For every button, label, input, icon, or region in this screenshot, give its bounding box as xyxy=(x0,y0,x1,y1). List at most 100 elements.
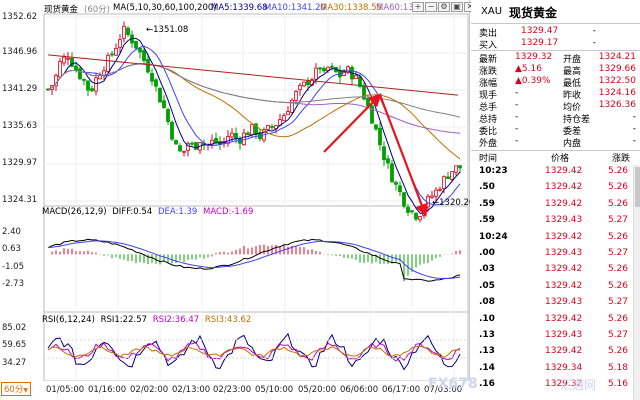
macd-tick: 0.63 xyxy=(2,244,21,254)
tick-time: .08 xyxy=(479,297,495,308)
stat-label: 委差 xyxy=(563,127,582,137)
macd-tick: -1.05 xyxy=(2,262,24,272)
tick-change: 5.16 xyxy=(607,379,628,390)
tick-scrollbar[interactable] xyxy=(633,165,640,400)
legend-ma5: MA5:1339.68 xyxy=(211,3,268,13)
candle-body xyxy=(386,158,390,164)
buy-row: 买入 1329.17 - xyxy=(471,38,640,51)
watermark: FX678 xyxy=(428,376,478,392)
rsi3-line xyxy=(47,345,461,359)
sell-extra: - xyxy=(592,26,596,36)
candle-body xyxy=(450,171,454,180)
candle-body xyxy=(82,78,86,81)
stat-label: 均价 xyxy=(563,103,582,113)
tick-row: 10:23 1329.42 5.26 xyxy=(471,166,640,180)
sell-value: 1329.47 xyxy=(521,26,559,36)
tick-change: 5.18 xyxy=(607,362,628,373)
tick-row: .03 1329.42 5.26 xyxy=(471,264,640,278)
stat-value: 1329.32 xyxy=(515,52,553,62)
tick-change: 5.26 xyxy=(607,231,628,242)
candle-body xyxy=(146,58,150,73)
low-annotation: ←1320.26 xyxy=(432,198,470,208)
candle-body xyxy=(186,143,190,151)
tick-time: .03 xyxy=(479,264,495,275)
candle-body xyxy=(126,27,130,35)
quote-row: 委比 - 委差 - xyxy=(471,124,640,137)
candle-body xyxy=(142,50,146,61)
sell-label: 卖出 xyxy=(479,29,498,39)
candle-body xyxy=(122,25,126,39)
stat-label: 外盘 xyxy=(479,139,498,149)
tick-change: 5.27 xyxy=(607,330,628,340)
stat-label: 总手 xyxy=(479,103,498,113)
tick-change: 5.27 xyxy=(607,297,628,308)
stat-label: 涨幅 xyxy=(479,79,498,89)
expand-icon[interactable]: ▣ xyxy=(451,2,463,12)
stat-label: 开盘 xyxy=(563,55,582,65)
stat-value: - xyxy=(515,136,519,146)
settings-icon[interactable]: ⚙ xyxy=(438,2,450,12)
ma5-line xyxy=(47,37,461,214)
tick-row: .05 1329.42 5.26 xyxy=(471,281,640,295)
sell-row: 卖出 1329.47 - xyxy=(471,26,640,39)
period-label: 60分 xyxy=(4,385,24,395)
stat-value: ▲0.39% xyxy=(515,76,551,86)
ma200-line xyxy=(47,54,459,96)
tick-row: .13 1329.43 5.27 xyxy=(471,330,640,344)
scrollbar-thumb[interactable] xyxy=(635,167,640,207)
rsi-tick: 34.27 xyxy=(2,358,27,368)
stat-value: - xyxy=(632,112,636,122)
candle-body xyxy=(234,133,238,140)
period-selector[interactable]: 60分▼ xyxy=(1,382,31,396)
tick-time: 10:23 xyxy=(479,166,508,176)
candle-body xyxy=(154,79,158,87)
tick-header: 时间 价格 涨跌 xyxy=(471,150,640,164)
time-tick: 02/02:00 xyxy=(130,385,169,395)
candle-body xyxy=(110,53,114,56)
candle-body xyxy=(454,165,458,173)
time-tick: 06/06:00 xyxy=(340,385,379,395)
quote-panel: XAU 现货黄金 卖出 1329.47 - 买入 1329.17 - 最新 132… xyxy=(471,0,640,400)
candle-body xyxy=(330,65,334,68)
candle-body xyxy=(174,140,178,145)
stat-value: - xyxy=(515,124,519,134)
candle-body xyxy=(394,182,398,185)
quote-row: 总持 - 持仓差 - xyxy=(471,112,640,125)
stat-label: 委比 xyxy=(479,127,498,137)
kline-chart[interactable]: ←1351.08 ←1320.26 xyxy=(0,0,470,400)
candle-body xyxy=(134,40,138,49)
tick-row: 10:24 1329.42 5.26 xyxy=(471,232,640,246)
macd-value: MACD:-1.69 xyxy=(203,207,254,217)
tick-price: 1329.42 xyxy=(545,313,583,324)
candle-body xyxy=(418,216,422,221)
rsi1-value: RSI1:22.57 xyxy=(100,315,148,325)
stat-label: 最高 xyxy=(563,67,582,77)
chart-panel[interactable]: ←1351.08 ←1320.26 现货黄金 (60分) MA(5,10,30,6… xyxy=(0,0,476,400)
macd-tick: -2.73 xyxy=(2,279,24,289)
candle-body xyxy=(442,176,446,189)
time-tick: 05/20:00 xyxy=(298,385,337,395)
tick-price: 1329.43 xyxy=(545,297,583,308)
candle-body xyxy=(246,132,250,136)
rsi-legend: RSI(6,12,24) RSI1:22.57 RSI2:36.47 RSI3:… xyxy=(42,315,254,325)
pane-border xyxy=(43,13,469,207)
candle-body xyxy=(294,91,298,101)
tick-time: .16 xyxy=(479,379,495,390)
tick-row: .00 1329.43 5.27 xyxy=(471,248,640,262)
tick-time: .13 xyxy=(479,346,495,357)
zoom-in-icon[interactable]: + xyxy=(412,2,424,12)
price-tick: 1346.96 xyxy=(2,47,38,57)
zoom-out-icon[interactable]: − xyxy=(425,2,437,12)
stat-label: 内盘 xyxy=(563,139,582,149)
quote-row: 现手 - 昨收 1324.16 xyxy=(471,88,640,101)
tick-time: .59 xyxy=(479,215,495,226)
candle-body xyxy=(398,185,402,193)
candle-body xyxy=(66,57,70,60)
tick-change: 5.27 xyxy=(607,215,628,226)
quote-row: 总手 - 均价 1326.36 xyxy=(471,100,640,113)
tick-row: .13 1329.42 5.26 xyxy=(471,346,640,360)
candle-body xyxy=(270,126,274,128)
candle-body xyxy=(382,146,386,161)
time-axis: 01/05:00 01/16:00 02/02:00 02/13:00 02/2… xyxy=(0,381,470,400)
